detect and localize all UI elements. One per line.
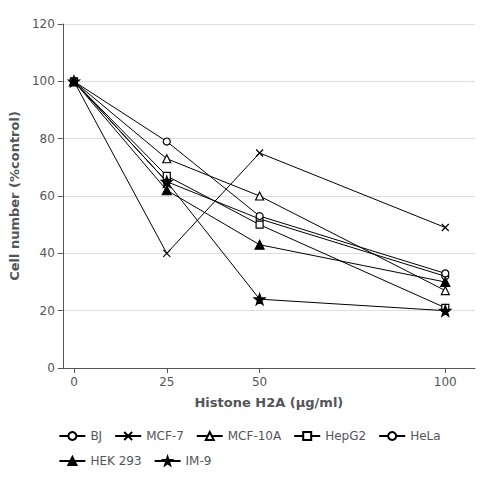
svg-text:IM-9: IM-9 bbox=[186, 454, 212, 468]
svg-text:25: 25 bbox=[159, 375, 174, 389]
svg-text:60: 60 bbox=[40, 189, 55, 203]
svg-text:0: 0 bbox=[70, 375, 78, 389]
svg-text:50: 50 bbox=[252, 375, 267, 389]
svg-text:HeLa: HeLa bbox=[410, 429, 440, 443]
svg-text:MCF-7: MCF-7 bbox=[146, 429, 184, 443]
svg-text:100: 100 bbox=[434, 375, 457, 389]
svg-text:HEK 293: HEK 293 bbox=[90, 454, 141, 468]
svg-text:100: 100 bbox=[32, 74, 55, 88]
svg-text:HepG2: HepG2 bbox=[325, 429, 366, 443]
svg-text:120: 120 bbox=[32, 17, 55, 31]
svg-text:Cell number (%control): Cell number (%control) bbox=[7, 111, 22, 281]
svg-text:80: 80 bbox=[40, 132, 55, 146]
svg-text:BJ: BJ bbox=[90, 429, 102, 443]
svg-text:20: 20 bbox=[40, 304, 55, 318]
svg-text:MCF-10A: MCF-10A bbox=[228, 429, 282, 443]
svg-text:0: 0 bbox=[47, 361, 55, 375]
svg-text:Histone H2A (μg/ml): Histone H2A (μg/ml) bbox=[194, 395, 343, 410]
svg-text:40: 40 bbox=[40, 246, 55, 260]
